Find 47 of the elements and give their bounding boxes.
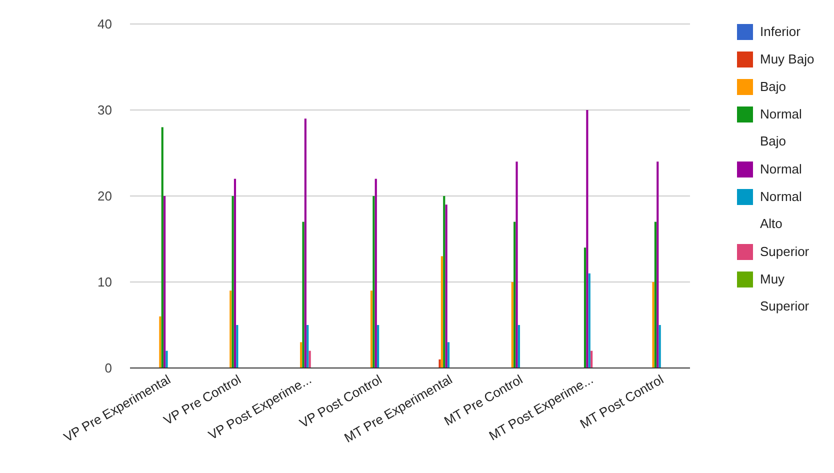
bar	[514, 222, 516, 368]
y-tick-label: 0	[104, 360, 112, 376]
bar	[440, 256, 443, 368]
bar	[370, 290, 373, 368]
y-tick-label: 10	[98, 274, 112, 290]
legend-label: Normal	[760, 162, 802, 176]
bar	[518, 325, 520, 368]
bar	[374, 178, 377, 368]
bar	[586, 110, 588, 368]
legend-label: Normal Alto	[760, 189, 802, 231]
bar	[377, 325, 380, 368]
bar	[588, 273, 590, 368]
bar	[300, 342, 302, 368]
bar	[306, 325, 309, 368]
y-tick-label: 30	[98, 102, 112, 118]
bar	[654, 222, 656, 368]
bar	[232, 196, 234, 368]
bar	[308, 350, 311, 368]
bar	[230, 290, 232, 368]
bar	[304, 118, 306, 368]
bar	[438, 359, 441, 368]
legend-label: Muy Bajo	[760, 52, 814, 66]
bar	[236, 325, 238, 368]
bar	[161, 127, 164, 368]
bar	[658, 325, 661, 368]
bar	[656, 162, 659, 368]
y-tick-label: 40	[98, 16, 112, 32]
bar	[159, 316, 162, 368]
bar	[516, 162, 518, 368]
bar	[443, 196, 446, 368]
bar	[584, 248, 586, 368]
bar	[652, 282, 654, 368]
bar	[302, 222, 304, 368]
legend-label: Superior	[760, 244, 810, 259]
bar	[511, 282, 514, 368]
bar	[447, 342, 450, 368]
legend-label: Inferior	[760, 24, 802, 39]
bar	[445, 204, 448, 368]
bar	[164, 196, 166, 368]
legend-label: Muy Superior	[760, 272, 810, 314]
legend-label: Bajo	[760, 79, 786, 94]
bar	[590, 350, 593, 368]
legend-label: Normal Bajo	[760, 106, 802, 148]
y-tick-label: 20	[98, 188, 112, 204]
bar	[166, 350, 168, 368]
bar	[372, 196, 375, 368]
bar	[234, 178, 236, 368]
